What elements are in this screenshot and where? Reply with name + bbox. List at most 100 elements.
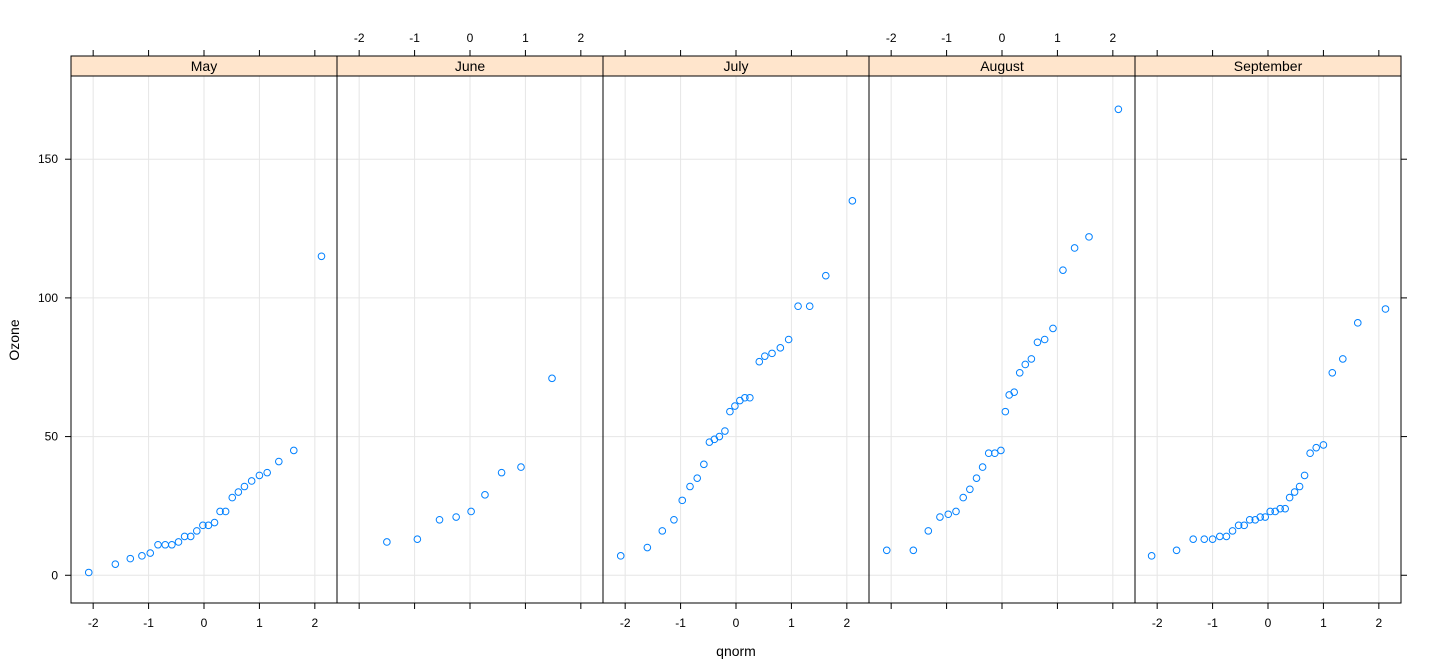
- x-tick-label: -1: [941, 31, 952, 45]
- data-point: [1049, 324, 1057, 333]
- data-point: [821, 271, 830, 280]
- data-point: [997, 446, 1005, 455]
- data-point: [990, 449, 999, 458]
- data-point: [1228, 527, 1237, 535]
- data-point: [1300, 471, 1309, 480]
- x-axis-title: qnorm: [716, 643, 756, 659]
- data-point: [275, 457, 283, 466]
- data-point: [924, 527, 933, 535]
- data-point: [1222, 532, 1231, 541]
- data-point: [721, 427, 729, 435]
- data-point: [978, 463, 987, 471]
- data-point: [146, 549, 155, 557]
- data-point: [255, 471, 264, 480]
- data-point: [1381, 305, 1390, 313]
- data-point: [1266, 507, 1275, 516]
- data-point: [199, 521, 207, 530]
- data-point: [1295, 482, 1304, 491]
- strip-label: May: [191, 58, 217, 74]
- data-point: [1200, 535, 1209, 544]
- data-point: [882, 546, 891, 555]
- x-tick-label: -2: [620, 616, 631, 630]
- data-point: [317, 252, 326, 261]
- data-point: [247, 477, 256, 485]
- data-point: [216, 507, 224, 516]
- x-tick-label: 0: [1265, 616, 1272, 630]
- data-point: [1027, 355, 1036, 363]
- data-point: [1189, 535, 1197, 544]
- data-point: [972, 474, 981, 482]
- data-point: [1021, 360, 1030, 369]
- data-point: [984, 449, 993, 458]
- data-point: [289, 446, 298, 455]
- data-point: [1208, 535, 1217, 544]
- x-tick-label: 2: [1109, 31, 1116, 45]
- y-tick-label: 50: [45, 430, 59, 444]
- data-point: [959, 493, 968, 502]
- data-point: [678, 496, 687, 505]
- data-point: [741, 393, 749, 402]
- data-point: [731, 402, 739, 410]
- data-point: [944, 510, 953, 519]
- panel-may: May -2 -1 0 1 2 0 50 100 150: [38, 50, 338, 630]
- data-point: [643, 543, 652, 552]
- data-point: [1256, 513, 1265, 521]
- x-tick-label: 1: [256, 616, 263, 630]
- data-point: [1059, 266, 1067, 274]
- x-tick-label: -1: [409, 31, 420, 45]
- data-point: [736, 396, 744, 405]
- x-tick-label: 0: [201, 616, 208, 630]
- x-tick-label: -1: [675, 616, 686, 630]
- data-point: [761, 352, 769, 360]
- data-point: [805, 302, 814, 311]
- x-tick-label: 0: [467, 31, 474, 45]
- data-point: [658, 527, 667, 535]
- data-point: [413, 535, 422, 544]
- data-point: [776, 344, 785, 352]
- data-point: [715, 432, 724, 441]
- data-point: [1276, 504, 1284, 513]
- data-point: [192, 527, 201, 535]
- data-point: [1085, 233, 1093, 241]
- data-point: [966, 485, 974, 494]
- data-point: [700, 460, 708, 469]
- data-point: [1070, 244, 1079, 252]
- y-tick-label: 150: [38, 152, 58, 166]
- panel-june: June -2 -1 0 1 2: [336, 31, 604, 609]
- data-point: [848, 197, 857, 205]
- data-point: [1285, 493, 1294, 502]
- data-point: [1040, 335, 1049, 344]
- panel-august: August -2 -1 0 1 2: [868, 31, 1136, 609]
- panel-september: September -2 -1 0 1 2: [1134, 50, 1407, 630]
- x-tick-label: -1: [143, 616, 154, 630]
- data-point: [84, 568, 93, 577]
- data-point: [1015, 368, 1024, 377]
- data-point: [1290, 488, 1299, 496]
- strip-label: August: [980, 58, 1024, 74]
- data-point: [1033, 338, 1042, 347]
- x-tick-label: 0: [999, 31, 1006, 45]
- data-point: [161, 540, 170, 549]
- data-point: [1234, 521, 1243, 530]
- data-point: [794, 302, 802, 311]
- y-tick-label: 0: [51, 568, 58, 582]
- x-tick-label: 2: [843, 616, 850, 630]
- x-tick-label: -2: [88, 616, 99, 630]
- data-point: [705, 438, 714, 446]
- x-tick-label: 1: [1320, 616, 1327, 630]
- data-point: [481, 491, 489, 499]
- y-axis-title: Ozone: [6, 319, 22, 360]
- x-tick-label: -2: [886, 31, 897, 45]
- data-point: [228, 493, 237, 502]
- data-point: [768, 349, 776, 358]
- x-tick-label: -2: [1152, 616, 1163, 630]
- data-point: [1306, 449, 1314, 458]
- data-point: [1172, 546, 1181, 555]
- data-point: [467, 507, 475, 516]
- data-point: [138, 552, 146, 560]
- data-point: [435, 515, 444, 524]
- data-point: [452, 513, 460, 521]
- x-tick-label: 1: [1054, 31, 1061, 45]
